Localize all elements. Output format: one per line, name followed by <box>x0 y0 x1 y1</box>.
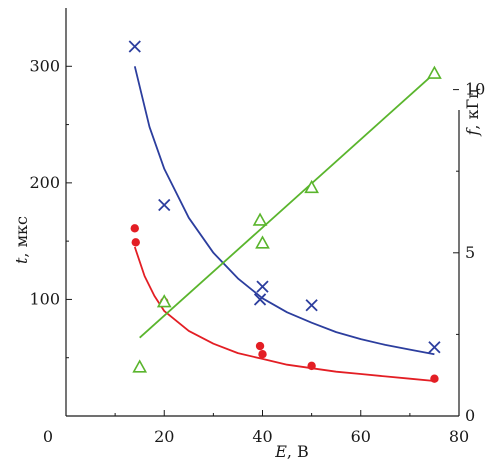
left-y-tick-label: 300 <box>29 56 60 75</box>
x-tick-label: 0 <box>43 427 53 446</box>
left-y-tick-label: 200 <box>29 173 60 192</box>
data-point-cross <box>253 293 267 306</box>
data-point-cross <box>305 299 318 312</box>
fit-curve-triangle <box>139 72 436 339</box>
data-point-triangle <box>255 235 270 249</box>
fit-curve-circle <box>133 246 435 382</box>
data-point-cross <box>428 341 441 354</box>
x-tick-label: 40 <box>252 427 272 446</box>
right-y-axis-label: f, кГц <box>463 89 482 137</box>
data-point-circle <box>430 374 439 383</box>
x-axis-label: E, В <box>274 442 309 461</box>
data-point-circle <box>130 224 139 233</box>
right-y-tick-label: 5 <box>465 243 475 262</box>
x-tick-label: 60 <box>351 427 371 446</box>
data-point-circle <box>258 350 267 359</box>
fit-curve-x <box>133 66 435 356</box>
data-point-circle <box>255 341 265 351</box>
data-point-triangle <box>427 65 442 79</box>
left-y-tick-label: 100 <box>29 289 60 308</box>
data-point-triangle <box>252 212 268 226</box>
data-point-cross <box>158 198 171 212</box>
tick-group: 0 20 40 60 80 100 200 300 0 5 10 <box>29 56 485 446</box>
right-y-tick-label: 0 <box>465 406 475 425</box>
data-point-cross <box>128 40 141 53</box>
data-point-circle <box>307 361 316 371</box>
right-y-tick-label: 10 <box>465 80 485 99</box>
left-y-axis-label: t, мкс <box>12 216 31 264</box>
data-point-triangle <box>132 359 148 373</box>
data-point-triangle <box>156 294 172 308</box>
x-tick-label: 80 <box>449 427 469 446</box>
x-tick-label: 20 <box>154 427 174 446</box>
data-point-triangle <box>304 179 319 194</box>
data-point-circle <box>131 238 140 247</box>
plot-area <box>128 40 442 383</box>
data-point-cross <box>256 280 269 293</box>
